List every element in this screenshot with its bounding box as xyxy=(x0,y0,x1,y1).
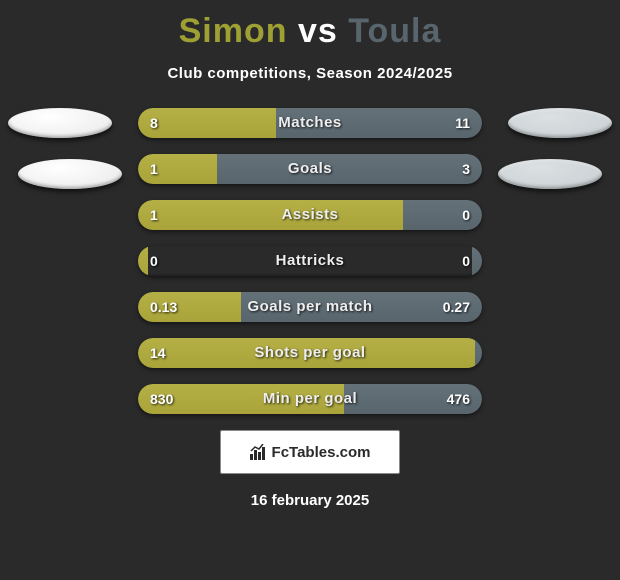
comparison-chart: Matches811 Goals13 Assists10 Hattricks00 Goa… xyxy=(0,108,620,414)
logo-text: FcTables.com xyxy=(272,444,371,461)
player1-name: Simon xyxy=(179,12,288,50)
comparison-title: Simon vs Toula xyxy=(0,0,620,51)
bar-container xyxy=(138,108,482,138)
bar-right xyxy=(475,338,482,368)
bar-left xyxy=(138,246,148,276)
bar-container xyxy=(138,200,482,230)
metric-row: Assists10 xyxy=(0,200,620,230)
bar-right xyxy=(403,200,482,230)
bar-container xyxy=(138,338,482,368)
bar-left xyxy=(138,292,241,322)
source-logo[interactable]: FcTables.com xyxy=(220,430,400,474)
metric-row: Matches811 xyxy=(0,108,620,138)
bar-container xyxy=(138,292,482,322)
bar-container xyxy=(138,246,482,276)
bar-left xyxy=(138,154,217,184)
vs-separator: vs xyxy=(298,12,338,50)
bar-right xyxy=(472,246,482,276)
bar-left xyxy=(138,384,344,414)
bar-left xyxy=(138,108,276,138)
bar-left xyxy=(138,200,403,230)
metric-row: Goals13 xyxy=(0,154,620,184)
metric-row: Shots per goal14 xyxy=(0,338,620,368)
metric-row: Hattricks00 xyxy=(0,246,620,276)
chart-icon xyxy=(250,444,268,460)
report-date: 16 february 2025 xyxy=(0,492,620,509)
bar-right xyxy=(276,108,482,138)
bar-left xyxy=(138,338,475,368)
bar-right xyxy=(241,292,482,322)
bar-container xyxy=(138,384,482,414)
subtitle: Club competitions, Season 2024/2025 xyxy=(0,65,620,82)
bar-right xyxy=(217,154,482,184)
bar-right xyxy=(344,384,482,414)
metric-row: Min per goal830476 xyxy=(0,384,620,414)
bar-container xyxy=(138,154,482,184)
player2-name: Toula xyxy=(348,12,441,50)
metric-row: Goals per match0.130.27 xyxy=(0,292,620,322)
